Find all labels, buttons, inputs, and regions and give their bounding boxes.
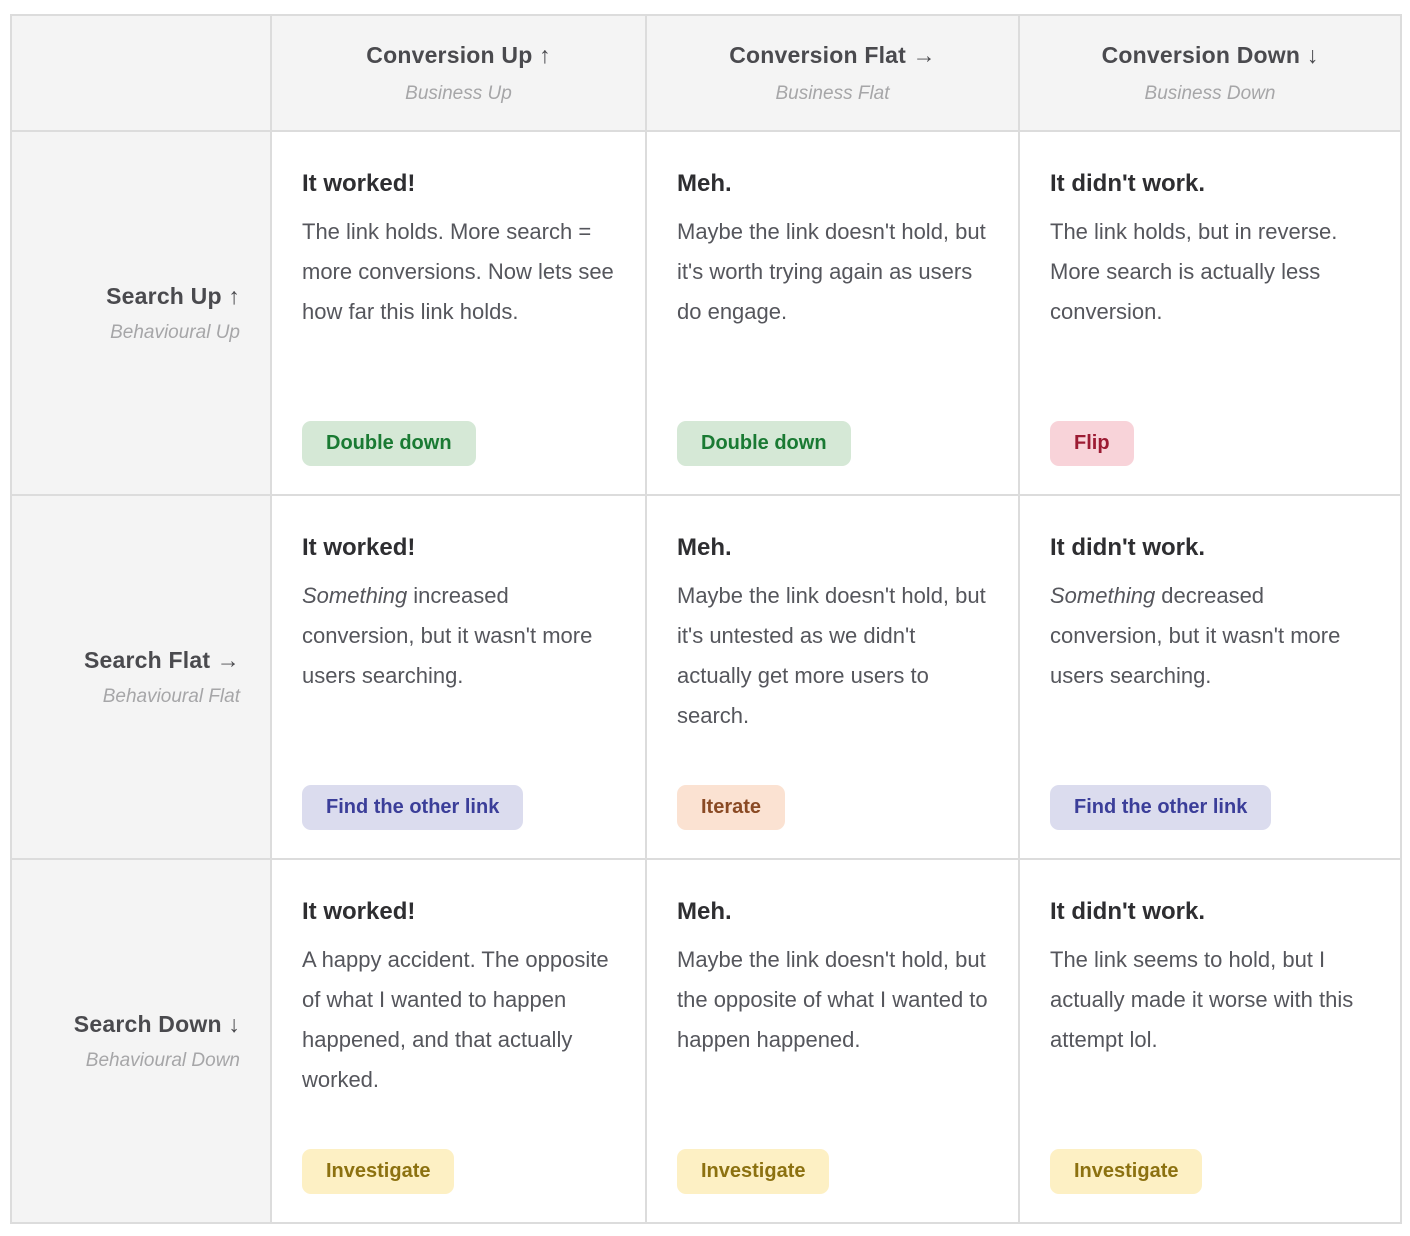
cell-body: Maybe the link doesn't hold, but the opp…	[677, 940, 988, 1060]
outcome-badge: Investigate	[1050, 1149, 1203, 1194]
matrix-cell: It worked! The link holds. More search =…	[270, 130, 647, 496]
cell-title: It didn't work.	[1050, 534, 1206, 561]
cell-body: Something decreased conversion, but it w…	[1050, 576, 1370, 696]
cell-title: It worked!	[302, 170, 416, 197]
row-search-up: Search Up ↑ Behavioural Up It worked! Th…	[10, 130, 1402, 496]
cell-title: It worked!	[302, 898, 416, 925]
outcome-badge: Double down	[302, 421, 476, 466]
row-subtitle: Behavioural Down	[85, 1049, 240, 1071]
cell-body: Maybe the link doesn't hold, but it's un…	[677, 576, 988, 736]
matrix-cell: It worked! Something increased conversio…	[270, 494, 647, 860]
cell-body-text: increased conversion, but it wasn't more…	[302, 583, 593, 688]
matrix-cell: Meh. Maybe the link doesn't hold, but th…	[645, 858, 1020, 1224]
cell-body-text: Maybe the link doesn't hold, but it's wo…	[677, 219, 986, 324]
matrix-cell: It worked! A happy accident. The opposit…	[270, 858, 647, 1224]
column-subtitle: Business Flat	[775, 82, 890, 104]
outcome-badge: Double down	[677, 421, 851, 466]
cell-body-text: A happy accident. The opposite of what I…	[302, 947, 609, 1092]
outcome-badge: Investigate	[677, 1149, 830, 1194]
cell-body-text: The link holds, but in reverse. More sea…	[1050, 219, 1338, 324]
column-header-conversion-up: Conversion Up ↑ Business Up	[270, 14, 647, 132]
row-subtitle: Behavioural Flat	[102, 685, 240, 707]
row-header-search-flat: Search Flat → Behavioural Flat	[10, 494, 272, 860]
cell-body: Maybe the link doesn't hold, but it's wo…	[677, 212, 988, 332]
row-title: Search Up ↑	[106, 282, 240, 309]
cell-body-text: Maybe the link doesn't hold, but it's un…	[677, 583, 986, 728]
column-title: Conversion Up ↑	[366, 41, 551, 68]
cell-title: Meh.	[677, 898, 732, 925]
experiment-outcome-matrix: Conversion Up ↑ Business Up Conversion F…	[10, 14, 1402, 1224]
cell-body-emphasis: Something	[1050, 583, 1162, 608]
matrix-cell: Meh. Maybe the link doesn't hold, but it…	[645, 130, 1020, 496]
column-header-conversion-down: Conversion Down ↓ Business Down	[1018, 14, 1402, 132]
outcome-badge: Flip	[1050, 421, 1134, 466]
column-title: Conversion Flat →	[729, 41, 936, 68]
column-subtitle: Business Up	[405, 82, 512, 104]
row-search-down: Search Down ↓ Behavioural Down It worked…	[10, 858, 1402, 1224]
cell-body: The link holds. More search = more conve…	[302, 212, 615, 332]
row-title: Search Down ↓	[73, 1010, 240, 1037]
row-header-search-down: Search Down ↓ Behavioural Down	[10, 858, 272, 1224]
cell-title: Meh.	[677, 534, 732, 561]
cell-body-text: decreased conversion, but it wasn't more…	[1050, 583, 1341, 688]
cell-body: A happy accident. The opposite of what I…	[302, 940, 615, 1100]
outcome-badge: Investigate	[302, 1149, 455, 1194]
matrix-cell: It didn't work. The link holds, but in r…	[1018, 130, 1402, 496]
column-subtitle: Business Down	[1144, 82, 1276, 104]
row-title: Search Flat →	[84, 646, 240, 673]
cell-body-emphasis: Something	[302, 583, 414, 608]
column-header-conversion-flat: Conversion Flat → Business Flat	[645, 14, 1020, 132]
row-subtitle: Behavioural Up	[110, 321, 240, 343]
cell-body: The link holds, but in reverse. More sea…	[1050, 212, 1370, 332]
column-header-row: Conversion Up ↑ Business Up Conversion F…	[10, 14, 1402, 132]
row-header-search-up: Search Up ↑ Behavioural Up	[10, 130, 272, 496]
cell-body: The link seems to hold, but I actually m…	[1050, 940, 1370, 1060]
cell-body: Something increased conversion, but it w…	[302, 576, 615, 696]
cell-title: Meh.	[677, 170, 732, 197]
matrix-cell: It didn't work. The link seems to hold, …	[1018, 858, 1402, 1224]
row-search-flat: Search Flat → Behavioural Flat It worked…	[10, 494, 1402, 860]
outcome-badge: Find the other link	[1050, 785, 1272, 830]
cell-body-text: The link holds. More search = more conve…	[302, 219, 614, 324]
matrix-cell: Meh. Maybe the link doesn't hold, but it…	[645, 494, 1020, 860]
corner-cell	[10, 14, 272, 132]
cell-title: It didn't work.	[1050, 898, 1206, 925]
cell-body-text: Maybe the link doesn't hold, but the opp…	[677, 947, 988, 1052]
matrix-cell: It didn't work. Something decreased conv…	[1018, 494, 1402, 860]
column-title: Conversion Down ↓	[1101, 41, 1319, 68]
outcome-badge: Find the other link	[302, 785, 524, 830]
cell-body-text: The link seems to hold, but I actually m…	[1050, 947, 1354, 1052]
cell-title: It worked!	[302, 534, 416, 561]
outcome-badge: Iterate	[677, 785, 786, 830]
cell-title: It didn't work.	[1050, 170, 1206, 197]
